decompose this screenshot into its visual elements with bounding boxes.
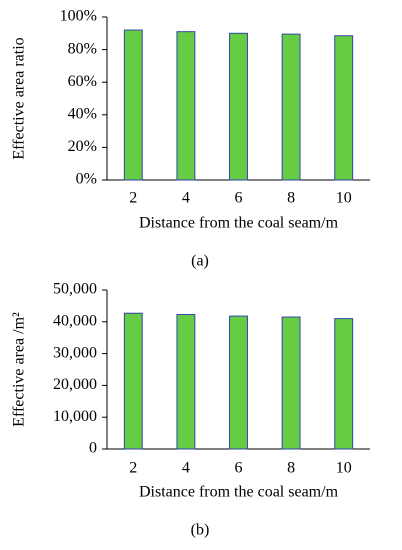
x-tick-label: 10 xyxy=(336,460,352,477)
y-tick-label: 40% xyxy=(68,105,97,122)
y-tick-label: 0% xyxy=(76,171,97,188)
bar xyxy=(281,316,301,450)
y-tick-label: 50,000 xyxy=(53,281,97,298)
y-axis-label: Effective area ratio xyxy=(11,37,28,159)
x-axis-label: Distance from the coal seam/m xyxy=(139,215,339,232)
x-axis-label: Distance from the coal seam/m xyxy=(139,484,339,501)
x-tick-label: 6 xyxy=(235,460,243,477)
y-tick-label: 20,000 xyxy=(53,376,97,393)
y-axis-label: Effective area /m² xyxy=(11,312,28,427)
bar xyxy=(281,33,301,181)
y-tick-label: 100% xyxy=(60,8,97,25)
x-tick-label: 4 xyxy=(182,190,190,207)
bar xyxy=(334,318,354,450)
y-tick-label: 20% xyxy=(68,138,97,155)
x-tick-label: 6 xyxy=(235,190,243,207)
x-tick-label: 2 xyxy=(129,460,137,477)
x-tick-label: 8 xyxy=(287,460,295,477)
x-tick-label: 4 xyxy=(182,460,190,477)
bar xyxy=(123,29,143,181)
bar xyxy=(176,31,196,181)
y-tick-label: 40,000 xyxy=(53,312,97,329)
y-tick-label: 80% xyxy=(68,40,97,57)
bar xyxy=(123,312,143,450)
caption: (b) xyxy=(191,522,210,539)
y-tick-label: 10,000 xyxy=(53,408,97,425)
x-tick-label: 8 xyxy=(287,190,295,207)
x-tick-label: 2 xyxy=(129,190,137,207)
y-tick-label: 0 xyxy=(89,440,97,457)
y-tick-label: 60% xyxy=(68,73,97,90)
bar xyxy=(229,32,248,181)
bar xyxy=(229,315,248,450)
y-tick-label: 30,000 xyxy=(53,344,97,361)
bar xyxy=(176,313,196,450)
x-tick-label: 10 xyxy=(336,190,352,207)
bar xyxy=(334,35,354,181)
caption: (a) xyxy=(191,253,209,270)
